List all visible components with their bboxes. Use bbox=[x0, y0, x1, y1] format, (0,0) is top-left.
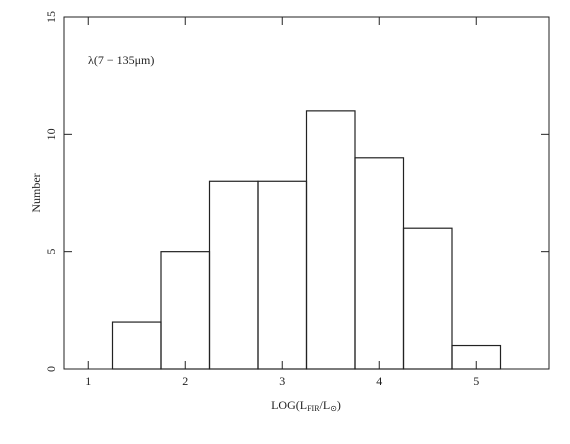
x-tick-label: 1 bbox=[85, 374, 91, 388]
x-label-part: ) bbox=[337, 398, 341, 412]
x-label-part: LOG(L bbox=[271, 398, 307, 412]
y-tick-label: 10 bbox=[44, 128, 58, 140]
y-tick-label: 0 bbox=[44, 366, 58, 372]
y-axis-label: Number bbox=[29, 173, 43, 212]
x-label-sub: FIR bbox=[307, 404, 320, 413]
x-tick-label: 3 bbox=[279, 374, 285, 388]
y-tick-label: 15 bbox=[44, 11, 58, 23]
bar bbox=[160, 251, 211, 370]
bar bbox=[257, 180, 308, 370]
x-tick-label: 5 bbox=[473, 374, 479, 388]
bar bbox=[305, 110, 356, 370]
x-tick-label: 2 bbox=[182, 374, 188, 388]
bar bbox=[402, 227, 453, 370]
bar bbox=[354, 157, 405, 370]
annotation: λ(7 − 135μm) bbox=[88, 53, 154, 67]
x-axis-label: LOG(LFIR/L⊙) bbox=[271, 398, 341, 413]
x-label-sub: ⊙ bbox=[330, 404, 337, 413]
bar bbox=[208, 180, 259, 370]
bar bbox=[451, 344, 502, 370]
bar bbox=[111, 321, 162, 370]
y-tick-label: 5 bbox=[44, 249, 58, 255]
x-label-part: /L bbox=[320, 398, 331, 412]
x-tick-label: 4 bbox=[376, 374, 382, 388]
